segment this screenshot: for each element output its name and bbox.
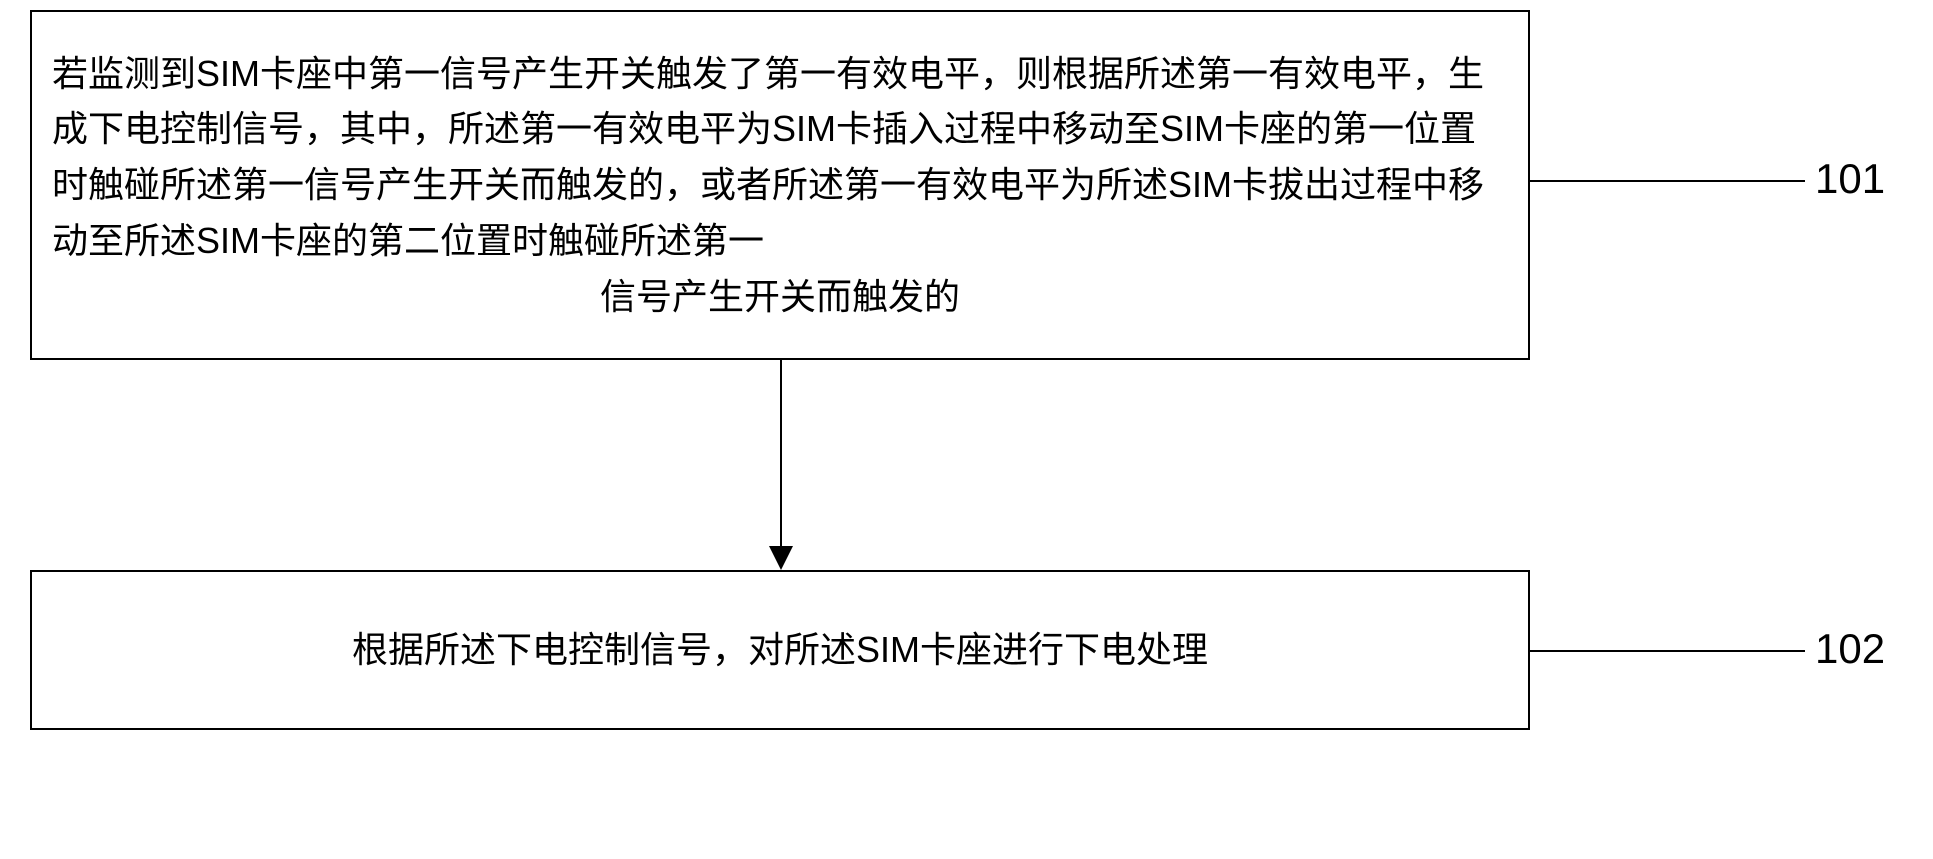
flowchart-node-2: 根据所述下电控制信号，对所述SIM卡座进行下电处理 [30, 570, 1530, 730]
node-1-text: 若监测到SIM卡座中第一信号产生开关触发了第一有效电平，则根据所述第一有效电平，… [52, 46, 1508, 325]
arrow-line-1 [780, 360, 782, 546]
node-1-text-last: 信号产生开关而触发的 [52, 269, 1508, 325]
connector-line-2 [1530, 650, 1805, 652]
flowchart-node-1: 若监测到SIM卡座中第一信号产生开关触发了第一有效电平，则根据所述第一有效电平，… [30, 10, 1530, 360]
node-1-text-main: 若监测到SIM卡座中第一信号产生开关触发了第一有效电平，则根据所述第一有效电平，… [52, 53, 1484, 261]
connector-line-1 [1530, 180, 1805, 182]
label-102: 102 [1815, 625, 1885, 673]
flowchart-container: 若监测到SIM卡座中第一信号产生开关触发了第一有效电平，则根据所述第一有效电平，… [0, 0, 1933, 859]
label-101: 101 [1815, 155, 1885, 203]
arrow-head-1 [769, 546, 793, 570]
node-2-text: 根据所述下电控制信号，对所述SIM卡座进行下电处理 [52, 622, 1508, 678]
